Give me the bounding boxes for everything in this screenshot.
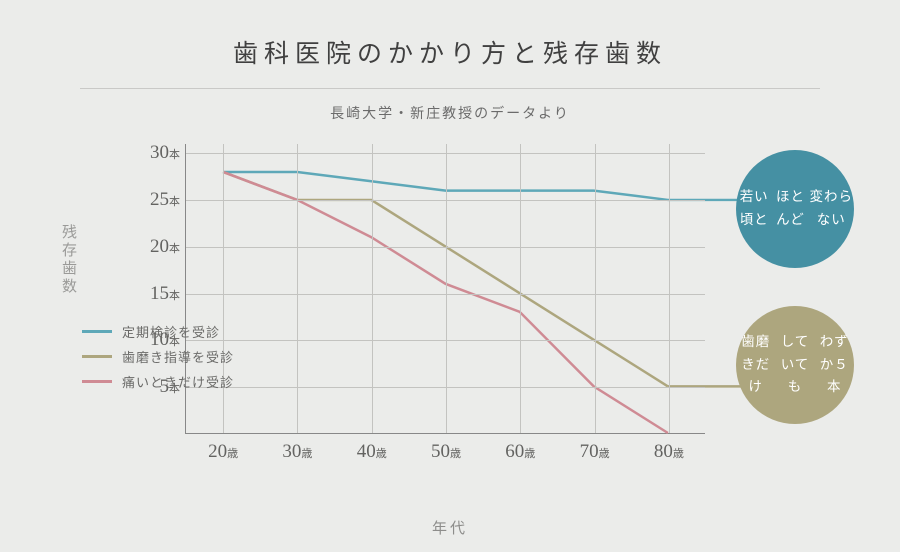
legend-label: 定期検診を受診 bbox=[122, 322, 220, 341]
legend-swatch bbox=[82, 355, 112, 358]
legend-swatch bbox=[82, 380, 112, 383]
x-tick-label: 50歳 bbox=[431, 441, 461, 463]
legend-label: 歯磨き指導を受診 bbox=[122, 347, 234, 366]
gridline-v bbox=[669, 144, 670, 433]
page-title: 歯科医院のかかり方と残存歯数 bbox=[0, 0, 900, 70]
gridline-v bbox=[520, 144, 521, 433]
gridline-v bbox=[297, 144, 298, 433]
callout-bubble: 歯磨きだけしていてもわずか５本 bbox=[736, 306, 854, 424]
legend-item: 定期検診を受診 bbox=[82, 322, 234, 341]
x-tick-label: 20歳 bbox=[208, 441, 238, 463]
gridline-v bbox=[595, 144, 596, 433]
plot-area: 5本10本15本20本25本30本20歳30歳40歳50歳60歳70歳80歳 bbox=[185, 144, 705, 434]
y-tick-label: 25本 bbox=[150, 189, 180, 211]
subtitle: 長崎大学・新庄教授のデータより bbox=[0, 103, 900, 123]
x-tick-label: 30歳 bbox=[282, 441, 312, 463]
legend-item: 歯磨き指導を受診 bbox=[82, 347, 234, 366]
y-tick-label: 15本 bbox=[150, 283, 180, 305]
callout-bubble: 若い頃とほとんど変わらない bbox=[736, 150, 854, 268]
y-tick-label: 20本 bbox=[150, 236, 180, 258]
legend-label: 痛いときだけ受診 bbox=[122, 372, 234, 391]
legend-item: 痛いときだけ受診 bbox=[82, 372, 234, 391]
x-tick-label: 60歳 bbox=[505, 441, 535, 463]
y-tick-label: 30本 bbox=[150, 142, 180, 164]
legend-swatch bbox=[82, 330, 112, 333]
x-tick-label: 70歳 bbox=[580, 441, 610, 463]
gridline-v bbox=[446, 144, 447, 433]
gridline-v bbox=[372, 144, 373, 433]
x-axis-label: 年代 bbox=[0, 517, 900, 538]
x-tick-label: 40歳 bbox=[357, 441, 387, 463]
x-tick-label: 80歳 bbox=[654, 441, 684, 463]
divider bbox=[80, 88, 820, 89]
legend: 定期検診を受診歯磨き指導を受診痛いときだけ受診 bbox=[82, 316, 234, 397]
y-axis-label: 残存歯数 bbox=[58, 224, 79, 296]
